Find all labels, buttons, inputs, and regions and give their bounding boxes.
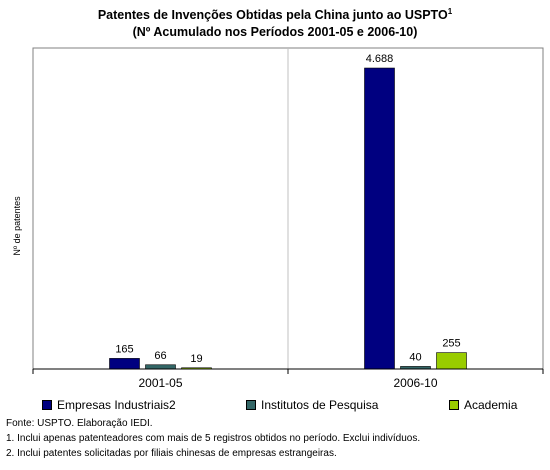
x-tick-label: 2006-10 — [393, 376, 437, 390]
chart-title: Patentes de Invenções Obtidas pela China… — [97, 6, 453, 22]
legend: Empresas Industriais2 Institutos de Pesqu… — [0, 398, 550, 414]
footnotes: Fonte: USPTO. Elaboração IEDI. 1. Inclui… — [6, 416, 420, 461]
footnote-1: 1. Inclui apenas patenteadores com mais … — [6, 433, 421, 444]
legend-label: Institutos de Pesquisa — [261, 398, 379, 412]
data-label: 19 — [190, 353, 202, 365]
legend-item: Academia — [449, 398, 517, 412]
legend-swatch — [449, 400, 459, 410]
data-label: 255 — [442, 338, 460, 350]
title-superscript: 1 — [447, 6, 453, 16]
y-axis-label: Nº de patentes — [12, 196, 22, 256]
bar — [436, 352, 467, 370]
data-label: 4.688 — [366, 53, 394, 65]
x-tick-label: 2001-05 — [138, 376, 182, 390]
bar — [364, 67, 395, 370]
legend-label: Empresas Industriais2 — [57, 398, 176, 412]
data-label: 66 — [154, 350, 166, 362]
chart-subtitle: (Nº Acumulado nos Períodos 2001-05 e 200… — [132, 25, 418, 39]
value-labels-layer: 165 66 19 4.688 40 255 — [115, 53, 460, 365]
bar — [109, 358, 140, 370]
chart-title-block: Patentes de Invenções Obtidas pela China… — [0, 7, 550, 41]
data-label: 165 — [115, 343, 133, 355]
legend-label: Academia — [464, 398, 518, 412]
bar — [145, 364, 176, 370]
legend-swatch — [246, 400, 256, 410]
footnote-source: Fonte: USPTO. Elaboração IEDI. — [6, 418, 153, 429]
bar-chart: Nº de patentes 165 66 19 4.688 40 255 2001-05… — [12, 47, 544, 390]
legend-item: Empresas Industriais2 — [42, 398, 176, 412]
footnote-2: 2. Inclui patentes solicitadas por filia… — [6, 448, 337, 459]
x-axis: 2001-05 2006-10 — [32, 368, 544, 390]
legend-swatch — [42, 400, 52, 410]
data-label: 40 — [409, 351, 421, 363]
legend-item: Institutos de Pesquisa — [246, 398, 378, 412]
